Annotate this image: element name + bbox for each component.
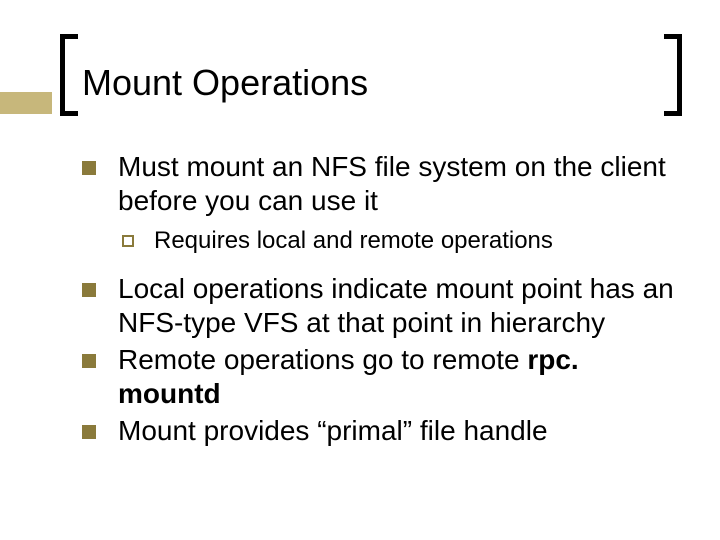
list-item-text: Local operations indicate mount point ha… — [118, 272, 682, 339]
list-item: Must mount an NFS file system on the cli… — [82, 150, 682, 217]
square-bullet-icon — [82, 161, 96, 175]
list-item-text: Must mount an NFS file system on the cli… — [118, 150, 682, 217]
square-bullet-icon — [82, 425, 96, 439]
slide-title: Mount Operations — [82, 62, 368, 104]
square-bullet-icon — [82, 354, 96, 368]
title-bracket-left — [60, 34, 78, 116]
list-item: Local operations indicate mount point ha… — [82, 272, 682, 339]
sub-list-item-text: Requires local and remote operations — [154, 227, 553, 256]
list-item-text-prefix: Remote operations go to remote — [118, 344, 527, 375]
slide-content: Must mount an NFS file system on the cli… — [82, 150, 682, 452]
list-item: Remote operations go to remote rpc. moun… — [82, 343, 682, 410]
accent-bar — [0, 92, 52, 114]
title-bracket-right — [664, 34, 682, 116]
list-item-text: Mount provides “primal” file handle — [118, 414, 548, 448]
hollow-square-bullet-icon — [122, 235, 134, 247]
list-item-text: Remote operations go to remote rpc. moun… — [118, 343, 682, 410]
list-item: Mount provides “primal” file handle — [82, 414, 682, 448]
sub-list-item: Requires local and remote operations — [122, 227, 682, 256]
square-bullet-icon — [82, 283, 96, 297]
